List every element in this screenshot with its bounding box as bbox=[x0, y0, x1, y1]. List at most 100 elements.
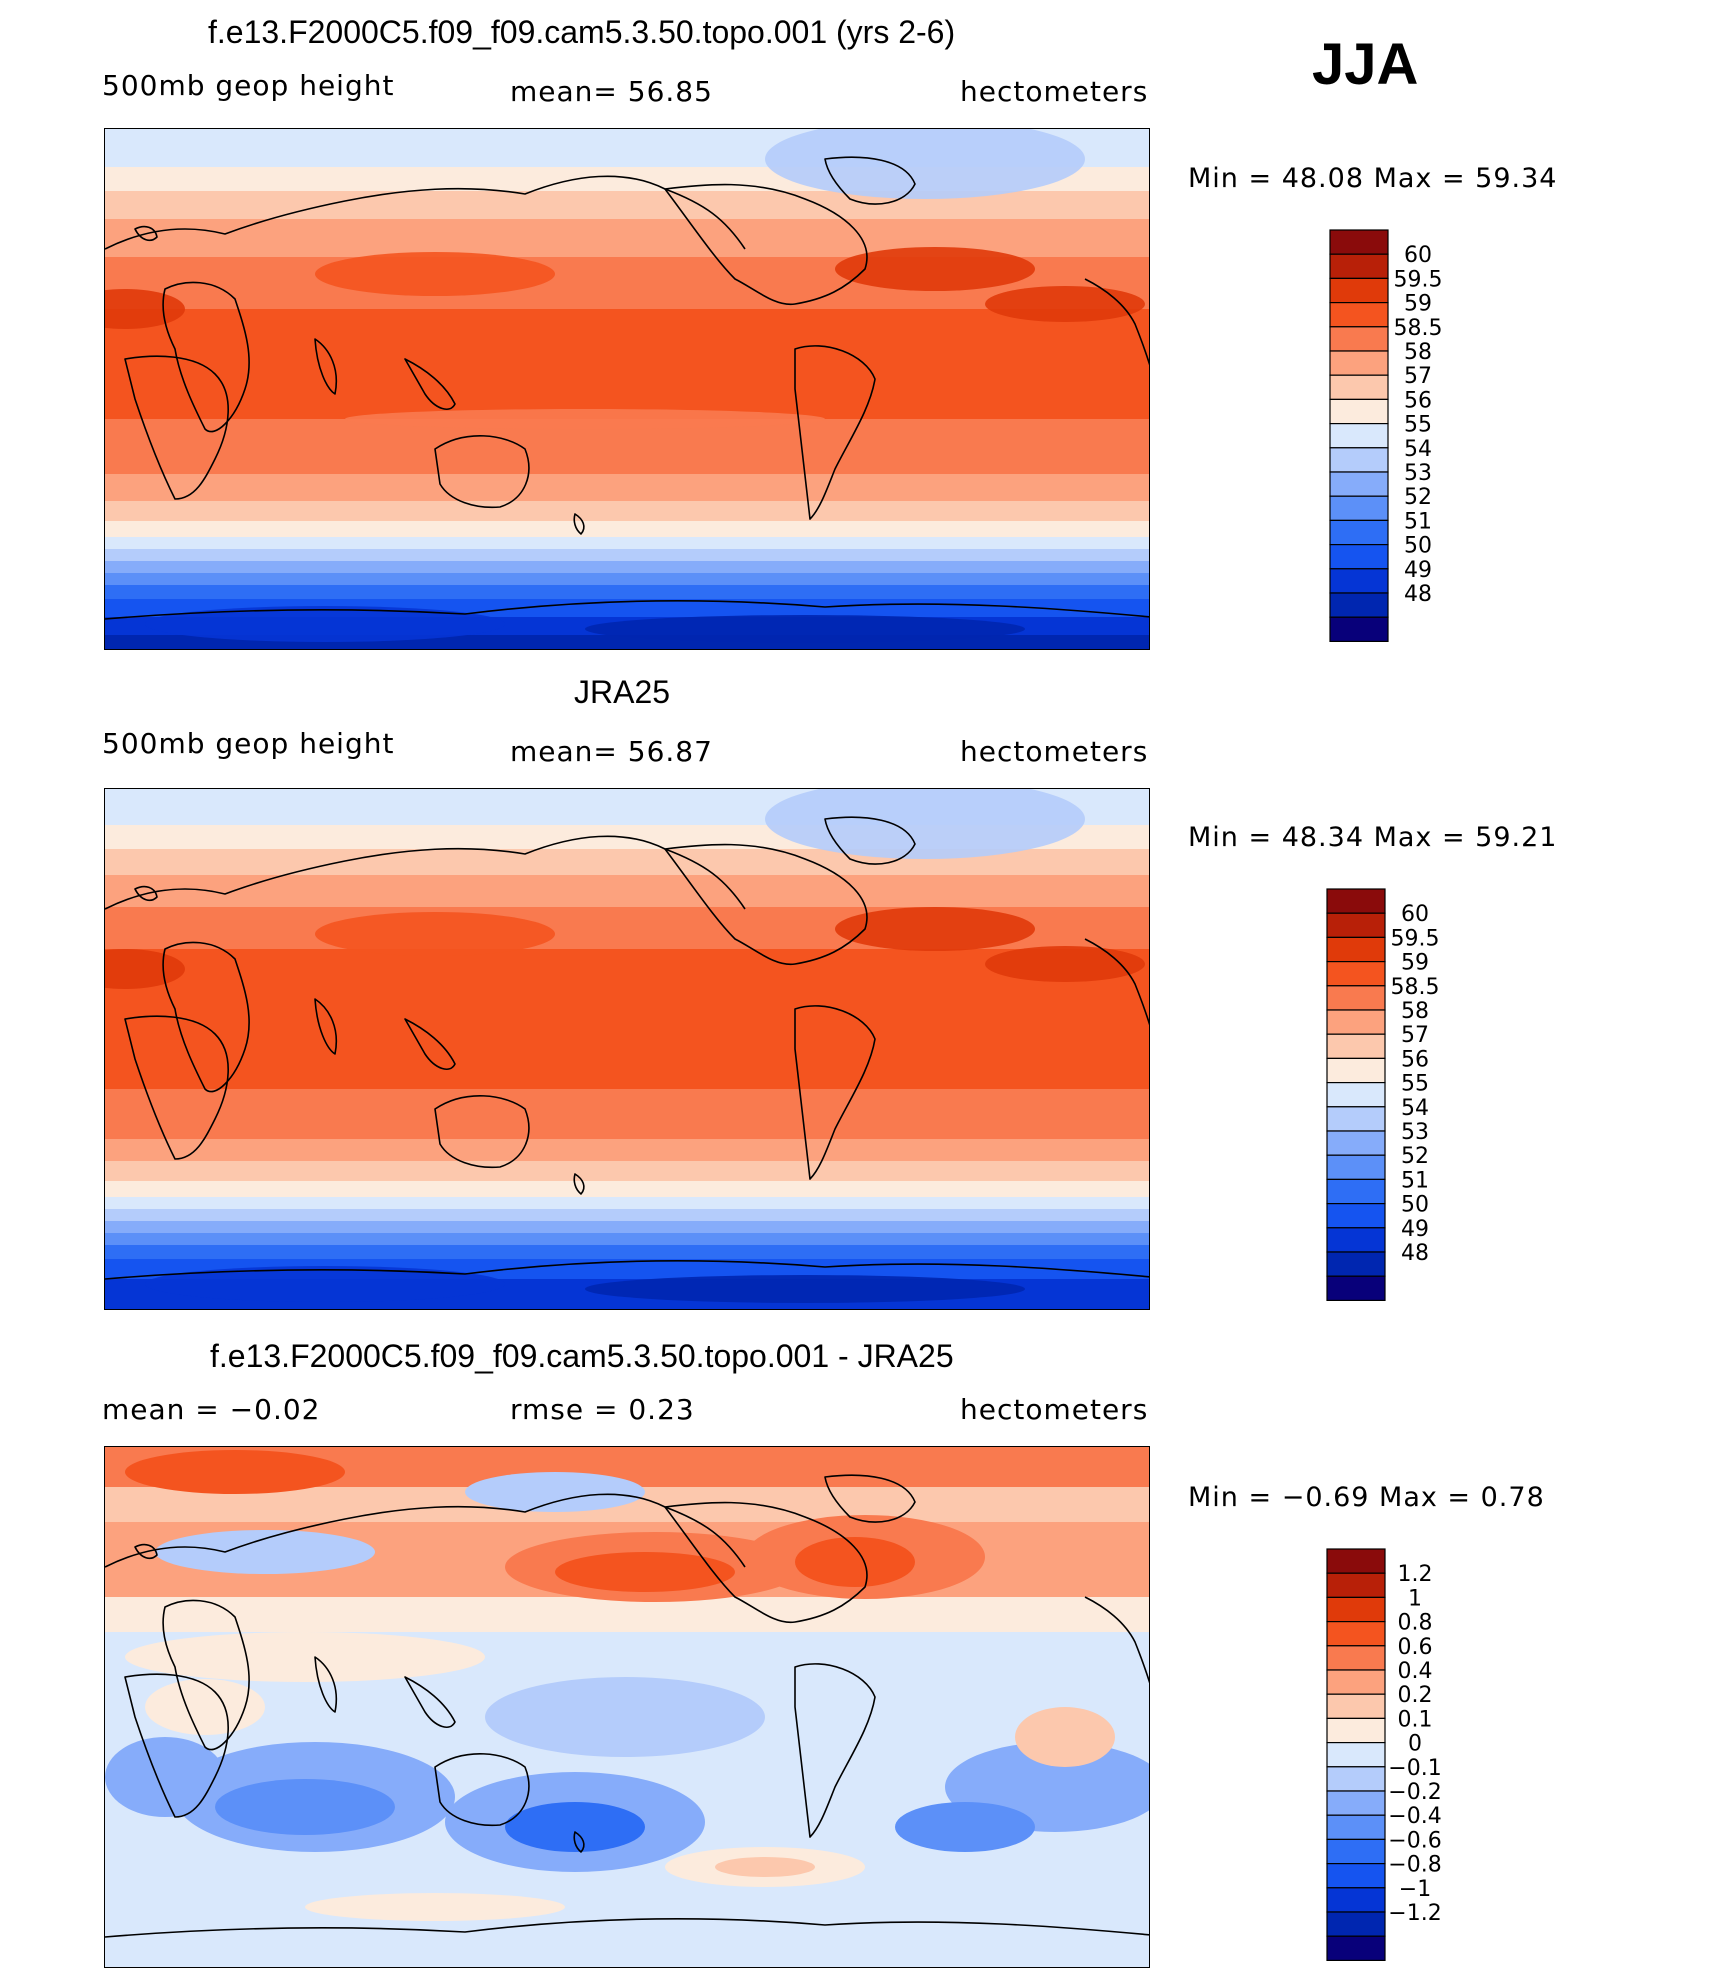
colorbar-tick-label: −1 bbox=[1399, 1877, 1431, 1902]
colorbar-box bbox=[1326, 1275, 1386, 1302]
contour-band bbox=[105, 537, 1149, 550]
contour-region bbox=[835, 247, 1035, 291]
contour-region bbox=[1015, 1707, 1115, 1767]
coastline-path bbox=[404, 1676, 456, 1728]
contour-region bbox=[485, 1677, 765, 1757]
colorbar-tick-label: 49 bbox=[1401, 1217, 1429, 1242]
contour-region bbox=[315, 252, 555, 296]
panel-1-variable-label: 500mb geop height bbox=[102, 69, 395, 102]
coastline-path bbox=[134, 885, 158, 902]
colorbar-tick-label: 54 bbox=[1401, 1096, 1429, 1121]
coastline-path bbox=[664, 843, 868, 966]
coastline-path bbox=[1084, 1596, 1149, 1684]
contour-region bbox=[145, 1266, 505, 1302]
coastline-path bbox=[134, 225, 158, 242]
colorbar-tick-label: 48 bbox=[1404, 582, 1432, 607]
colorbar-tick-label: 59 bbox=[1404, 292, 1432, 317]
colorbar-box bbox=[1329, 471, 1389, 497]
colorbar-tick-label: 1 bbox=[1408, 1586, 1422, 1611]
contour-band bbox=[105, 1181, 1149, 1198]
colorbar-box bbox=[1326, 1887, 1386, 1913]
coastline-path bbox=[105, 1260, 1149, 1280]
contour-band bbox=[105, 549, 1149, 562]
contour-region bbox=[585, 615, 1025, 643]
panel-3-min-max: Min = −0.69 Max = 0.78 bbox=[1188, 1482, 1545, 1513]
coastline-path bbox=[573, 513, 585, 535]
contour-region bbox=[305, 1893, 565, 1921]
panel-2-title: JRA25 bbox=[574, 674, 671, 710]
panel-3-mean-label: mean = −0.02 bbox=[102, 1393, 321, 1426]
colorbar-box bbox=[1326, 912, 1386, 939]
colorbar-box bbox=[1329, 229, 1389, 255]
panel-3-units-label: hectometers bbox=[960, 1393, 1149, 1426]
coastline-path bbox=[105, 1918, 1149, 1938]
colorbar-tick-label: 58 bbox=[1404, 340, 1432, 365]
colorbar-box bbox=[1326, 888, 1386, 914]
colorbar-tick-label: 58 bbox=[1401, 999, 1429, 1024]
panel-1-colorbar: 60 59.5 59 58.5 58 57 56 55 54 53 52 51 50 49 48 bbox=[1329, 229, 1530, 647]
colorbar-tick-label: 0.2 bbox=[1398, 1683, 1433, 1708]
colorbar-box bbox=[1329, 568, 1389, 594]
colorbar-tick-label: 0.8 bbox=[1398, 1611, 1433, 1636]
contour-region bbox=[125, 1450, 345, 1494]
contour-region bbox=[985, 286, 1145, 322]
coastline-path bbox=[664, 183, 868, 306]
coastline-path bbox=[1084, 938, 1149, 1026]
colorbar-box bbox=[1329, 592, 1389, 618]
colorbar-box bbox=[1326, 1033, 1386, 1059]
colorbar-tick-label: 59 bbox=[1401, 951, 1429, 976]
colorbar-tick-label: 0.4 bbox=[1398, 1659, 1433, 1684]
colorbar-tick-label: −0.6 bbox=[1388, 1828, 1441, 1853]
contour-region bbox=[315, 912, 555, 956]
coastline-path bbox=[794, 345, 876, 520]
coastline-path bbox=[434, 1753, 530, 1827]
colorbar-box bbox=[1326, 985, 1386, 1011]
colorbar-tick-label: −0.1 bbox=[1388, 1756, 1441, 1781]
contour-region bbox=[765, 789, 1085, 859]
coastline-path bbox=[124, 1015, 229, 1160]
panel-2-mean-label: mean= 56.87 bbox=[510, 735, 713, 768]
contour-region bbox=[465, 1472, 645, 1512]
colorbar-box bbox=[1329, 350, 1389, 376]
contour-band bbox=[105, 1245, 1149, 1260]
colorbar-tick-label: 57 bbox=[1404, 364, 1432, 389]
colorbar-tick-label: 49 bbox=[1404, 558, 1432, 583]
colorbar-tick-label: 51 bbox=[1401, 1168, 1429, 1193]
contour-region bbox=[155, 1530, 375, 1574]
panel-2-colorbar: 60 59.5 59 58.5 58 57 56 55 54 53 52 51 50 49 48 bbox=[1326, 888, 1527, 1306]
contour-region bbox=[345, 409, 825, 429]
panel-1-title: f.e13.F2000C5.f09_f09.cam5.3.50.topo.001… bbox=[208, 14, 956, 50]
contour-band bbox=[105, 573, 1149, 586]
coastline-path bbox=[124, 1673, 229, 1818]
coastline-path bbox=[124, 355, 229, 500]
coastline-path bbox=[1084, 278, 1149, 366]
colorbar-box bbox=[1326, 1911, 1386, 1937]
panel-1-units-label: hectometers bbox=[960, 75, 1149, 108]
colorbar-tick-label: 59.5 bbox=[1394, 267, 1443, 292]
contour-band bbox=[105, 1221, 1149, 1234]
colorbar-box bbox=[1326, 1130, 1386, 1156]
colorbar-box bbox=[1326, 1620, 1386, 1647]
coastline-path bbox=[573, 1831, 585, 1853]
coastline-path bbox=[404, 1018, 456, 1070]
colorbar-box bbox=[1329, 616, 1389, 643]
coastline-path bbox=[824, 816, 916, 865]
panel-2-map bbox=[104, 788, 1150, 1310]
panel-3-colorbar: 1.2 1 0.8 0.6 0.4 0.2 0.1 0 −0.1 −0.2 −0.4 −0.6 −0.8… bbox=[1326, 1548, 1527, 1966]
panel-2-variable-label: 500mb geop height bbox=[102, 727, 395, 760]
panel-3-contour-map bbox=[105, 1447, 1149, 1967]
colorbar-box bbox=[1326, 1227, 1386, 1253]
colorbar-tick-label: −0.2 bbox=[1388, 1780, 1441, 1805]
colorbar-box bbox=[1326, 1693, 1386, 1719]
coastline-path bbox=[794, 1663, 876, 1838]
colorbar-box bbox=[1326, 1154, 1386, 1181]
colorbar-box bbox=[1329, 423, 1389, 449]
colorbar-tick-label: 50 bbox=[1401, 1193, 1429, 1218]
contour-region bbox=[125, 1632, 485, 1682]
colorbar-tick-label: 59.5 bbox=[1391, 926, 1440, 951]
contour-band bbox=[105, 585, 1149, 600]
colorbar-box bbox=[1329, 301, 1389, 328]
colorbar-box bbox=[1326, 1717, 1386, 1744]
colorbar-tick-label: 60 bbox=[1404, 243, 1432, 268]
contour-band bbox=[105, 1139, 1149, 1162]
